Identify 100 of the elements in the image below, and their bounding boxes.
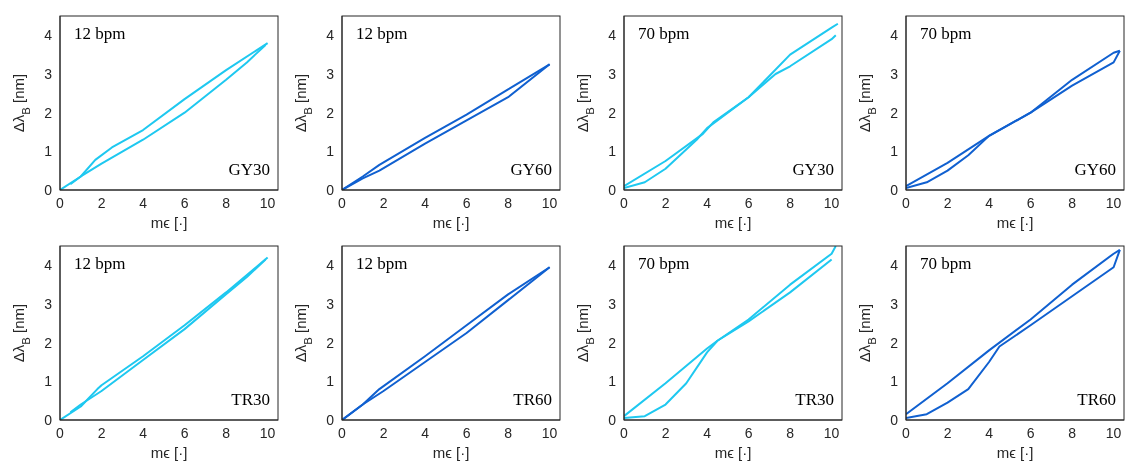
annotation: GY30: [792, 160, 834, 180]
x-tick-label: 8: [786, 194, 795, 211]
x-tick-label: 0: [620, 194, 629, 211]
y-tick-label: 2: [608, 334, 617, 351]
annotation: TR30: [795, 390, 834, 410]
annotation: 70 bpm: [920, 254, 972, 274]
x-tick-label: 0: [56, 194, 65, 211]
x-tick-label: 6: [462, 194, 471, 211]
x-tick-label: 4: [985, 424, 994, 441]
x-tick-label: 2: [661, 424, 670, 441]
annotation: GY60: [510, 160, 552, 180]
annotation: TR60: [513, 390, 552, 410]
x-axis-title: mϵ [·]: [714, 444, 752, 461]
x-axis-title: mϵ [·]: [714, 214, 752, 231]
y-tick-label: 1: [890, 143, 899, 160]
x-tick-label: 4: [139, 424, 148, 441]
x-tick-label: 8: [1068, 424, 1077, 441]
x-tick-label: 0: [902, 424, 911, 441]
y-tick-label: 0: [326, 181, 335, 198]
x-tick-label: 6: [744, 424, 753, 441]
y-tick-label: 3: [890, 295, 899, 312]
x-axis-title: mϵ [·]: [996, 444, 1034, 461]
x-tick-label: 10: [259, 424, 276, 441]
y-tick-label: 2: [326, 334, 335, 351]
x-tick-label: 2: [379, 194, 388, 211]
annotation: TR60: [1077, 390, 1116, 410]
x-tick-label: 2: [97, 424, 106, 441]
y-tick-label: 4: [608, 257, 617, 274]
y-tick-label: 3: [890, 65, 899, 82]
x-axis-title: mϵ [·]: [432, 444, 470, 461]
y-tick-label: 4: [44, 27, 53, 44]
y-tick-label: 2: [44, 104, 53, 121]
x-tick-label: 2: [661, 194, 670, 211]
x-tick-label: 10: [1105, 424, 1122, 441]
x-tick-label: 6: [462, 424, 471, 441]
x-tick-label: 2: [379, 424, 388, 441]
x-tick-label: 6: [180, 194, 189, 211]
y-tick-label: 0: [890, 411, 899, 428]
annotation: 12 bpm: [356, 254, 408, 274]
x-tick-label: 6: [1026, 194, 1035, 211]
y-tick-label: 3: [326, 295, 335, 312]
y-tick-label: 2: [890, 334, 899, 351]
y-tick-label: 4: [326, 257, 335, 274]
x-tick-label: 8: [786, 424, 795, 441]
annotation: GY30: [228, 160, 270, 180]
x-tick-label: 10: [259, 194, 276, 211]
y-tick-label: 4: [326, 27, 335, 44]
x-tick-label: 0: [338, 194, 347, 211]
y-tick-label: 0: [890, 181, 899, 198]
x-axis-title: mϵ [·]: [996, 214, 1034, 231]
x-tick-label: 8: [504, 194, 513, 211]
x-tick-label: 8: [504, 424, 513, 441]
y-tick-label: 0: [326, 411, 335, 428]
y-tick-label: 1: [44, 143, 53, 160]
annotation: 70 bpm: [638, 254, 690, 274]
x-tick-label: 10: [1105, 194, 1122, 211]
x-tick-label: 0: [338, 424, 347, 441]
x-tick-label: 10: [541, 424, 558, 441]
annotation: 70 bpm: [920, 24, 972, 44]
annotation: TR30: [231, 390, 270, 410]
y-tick-label: 2: [608, 104, 617, 121]
x-tick-label: 0: [56, 424, 65, 441]
x-tick-label: 6: [1026, 424, 1035, 441]
x-axis-title: mϵ [·]: [150, 444, 188, 461]
y-tick-label: 3: [608, 295, 617, 312]
y-tick-label: 0: [608, 411, 617, 428]
annotation: 12 bpm: [356, 24, 408, 44]
x-tick-label: 6: [180, 424, 189, 441]
x-tick-label: 2: [97, 194, 106, 211]
y-tick-label: 1: [608, 143, 617, 160]
y-tick-label: 1: [44, 373, 53, 390]
y-tick-label: 0: [44, 411, 53, 428]
x-tick-label: 0: [902, 194, 911, 211]
x-tick-label: 10: [541, 194, 558, 211]
x-tick-label: 10: [823, 424, 840, 441]
x-tick-label: 4: [421, 424, 430, 441]
x-tick-label: 0: [620, 424, 629, 441]
y-tick-label: 4: [44, 257, 53, 274]
x-tick-label: 10: [823, 194, 840, 211]
y-tick-label: 1: [890, 373, 899, 390]
y-tick-label: 3: [44, 65, 53, 82]
x-tick-label: 4: [139, 194, 148, 211]
x-tick-label: 4: [985, 194, 994, 211]
y-tick-label: 2: [44, 334, 53, 351]
x-tick-label: 4: [703, 194, 712, 211]
x-tick-label: 2: [943, 424, 952, 441]
y-tick-label: 4: [890, 27, 899, 44]
x-tick-label: 2: [943, 194, 952, 211]
y-tick-label: 1: [608, 373, 617, 390]
x-axis-title: mϵ [·]: [432, 214, 470, 231]
x-tick-label: 4: [421, 194, 430, 211]
y-tick-label: 2: [890, 104, 899, 121]
y-tick-label: 2: [326, 104, 335, 121]
x-tick-label: 8: [1068, 194, 1077, 211]
y-tick-label: 4: [890, 257, 899, 274]
x-tick-label: 8: [222, 194, 231, 211]
y-tick-label: 3: [326, 65, 335, 82]
y-tick-label: 0: [608, 181, 617, 198]
x-tick-label: 8: [222, 424, 231, 441]
x-tick-label: 4: [703, 424, 712, 441]
